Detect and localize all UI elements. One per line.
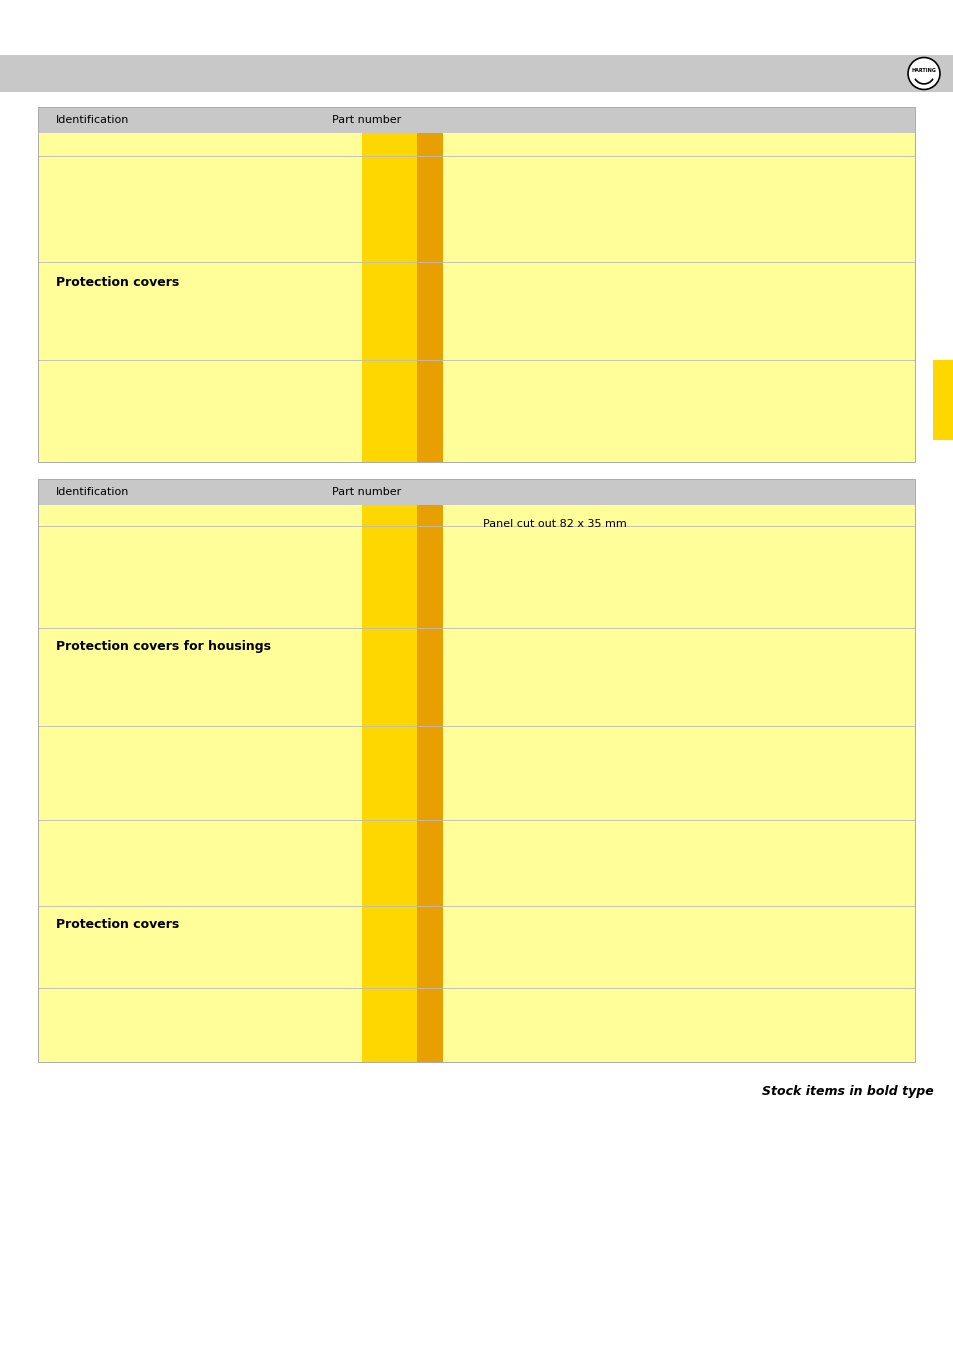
Bar <box>416 134 442 462</box>
Text: Identification: Identification <box>56 487 130 497</box>
Bar <box>38 107 914 134</box>
Text: HARTING: HARTING <box>911 68 936 73</box>
Bar <box>38 107 914 462</box>
Bar <box>442 134 914 462</box>
Text: Protection covers: Protection covers <box>56 918 179 932</box>
Bar <box>416 505 442 1062</box>
Bar <box>932 360 953 440</box>
Bar <box>0 55 953 92</box>
Bar <box>38 479 914 505</box>
Bar <box>38 505 361 1062</box>
Text: Panel cut out 82 x 35 mm: Panel cut out 82 x 35 mm <box>482 518 626 529</box>
Circle shape <box>907 58 939 89</box>
Bar <box>38 134 361 462</box>
Bar <box>442 505 914 1062</box>
Text: Protection covers for housings: Protection covers for housings <box>56 640 271 653</box>
Text: Part number: Part number <box>332 115 401 126</box>
Bar <box>361 505 416 1062</box>
Text: Identification: Identification <box>56 115 130 126</box>
Bar <box>38 479 914 1062</box>
Bar <box>361 134 416 462</box>
Text: Part number: Part number <box>332 487 401 497</box>
Text: Stock items in bold type: Stock items in bold type <box>761 1085 933 1098</box>
Text: Protection covers: Protection covers <box>56 275 179 289</box>
